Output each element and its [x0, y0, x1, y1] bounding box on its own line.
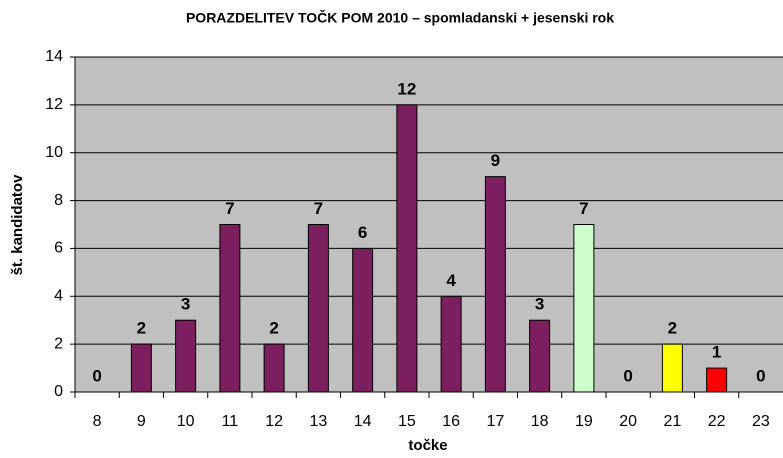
- x-tick-label: 20: [619, 413, 637, 430]
- value-label: 7: [579, 199, 588, 218]
- bar: [307, 224, 329, 393]
- y-tick-label: 10: [45, 144, 63, 161]
- x-tick-label: 10: [177, 413, 195, 430]
- x-tick-label: 21: [663, 413, 681, 430]
- value-label: 12: [397, 79, 416, 98]
- y-tick-label: 0: [54, 383, 63, 400]
- value-label: 7: [314, 199, 323, 218]
- bar: [440, 295, 462, 393]
- bar: [352, 247, 374, 393]
- x-tick-label: 22: [708, 413, 726, 430]
- value-label: 2: [137, 319, 146, 338]
- bar: [706, 367, 728, 393]
- bar: [130, 343, 152, 393]
- y-axis-label: št. kandidatov: [9, 174, 26, 276]
- x-tick-label: 9: [137, 413, 146, 430]
- x-tick-label: 13: [309, 413, 327, 430]
- x-tick-label: 17: [486, 413, 504, 430]
- value-label: 1: [712, 343, 721, 362]
- value-label: 2: [269, 319, 278, 338]
- y-tick-label: 14: [45, 48, 63, 65]
- x-tick-label: 12: [265, 413, 283, 430]
- bar: [219, 224, 241, 393]
- y-tick-label: 4: [54, 288, 63, 305]
- value-label: 0: [623, 366, 632, 385]
- value-label: 0: [756, 366, 765, 385]
- value-label: 2: [668, 319, 677, 338]
- value-label: 6: [358, 223, 367, 242]
- y-tick-label: 6: [54, 240, 63, 257]
- bar: [661, 343, 683, 393]
- bar: [573, 224, 595, 393]
- x-tick-label: 16: [442, 413, 460, 430]
- value-label: 4: [446, 271, 456, 290]
- y-tick-label: 12: [45, 96, 63, 113]
- chart-title: PORAZDELITEV TOČK POM 2010 – spomladansk…: [186, 9, 614, 26]
- x-tick-label: 23: [752, 413, 770, 430]
- bar: [175, 319, 197, 393]
- x-tick-label: 15: [398, 413, 416, 430]
- value-label: 7: [225, 199, 234, 218]
- value-label: 3: [535, 295, 544, 314]
- y-tick-label: 2: [54, 335, 63, 352]
- value-label: 9: [491, 151, 500, 170]
- x-tick-label: 18: [531, 413, 549, 430]
- value-label: 0: [92, 366, 101, 385]
- x-tick-label: 19: [575, 413, 593, 430]
- bar: [529, 319, 551, 393]
- x-tick-label: 11: [222, 413, 239, 430]
- value-label: 3: [181, 295, 190, 314]
- bar: [263, 343, 285, 393]
- x-axis-label: točke: [408, 437, 447, 454]
- x-tick-label: 14: [354, 413, 372, 430]
- bar: [396, 104, 418, 393]
- x-tick-label: 8: [93, 413, 102, 430]
- y-tick-label: 8: [54, 192, 63, 209]
- bar: [484, 176, 506, 393]
